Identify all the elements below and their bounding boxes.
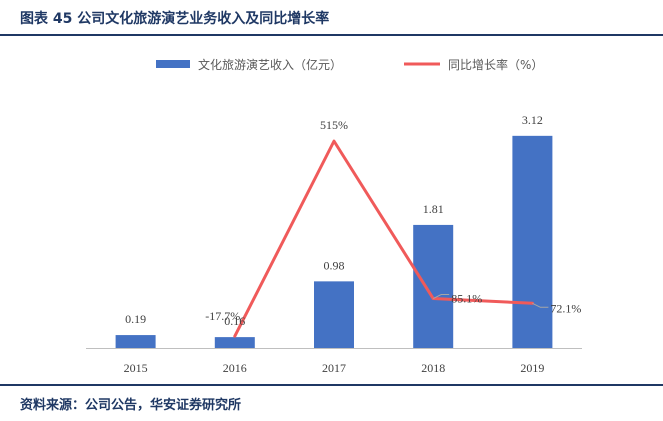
bar-series (115, 135, 553, 348)
bar-label-2015: 0.19 (125, 312, 146, 326)
chart-legend: 文化旅游演艺收入（亿元） 同比增长率（%） (156, 57, 543, 72)
x-tick-2019: 2019 (520, 361, 544, 375)
growth-line-series (233, 139, 534, 338)
bar-2019 (512, 135, 553, 348)
growth-line (233, 139, 534, 338)
source-note: 资料来源：公司公告，华安证券研究所 (20, 398, 242, 413)
x-tick-2015: 2015 (124, 361, 148, 375)
x-tick-labels: 2015 2016 2017 2018 2019 (124, 361, 545, 375)
bar-2018 (413, 224, 454, 348)
bar-2016 (214, 337, 255, 348)
x-tick-2018: 2018 (421, 361, 445, 375)
bar-2015 (115, 335, 156, 348)
leader-2019 (532, 302, 549, 308)
bar-label-2017: 0.98 (324, 258, 345, 272)
line-label-2018: 85.1% (451, 292, 482, 306)
leader-2018 (432, 294, 450, 299)
source-divider (0, 384, 663, 386)
x-tick-2017: 2017 (322, 361, 346, 375)
line-label-2016: -17.7% (205, 309, 240, 323)
figure-title: 图表 45 公司文化旅游演艺业务收入及同比增长率 (20, 11, 330, 27)
legend-bar-swatch (156, 60, 190, 68)
bar-label-2019: 3.12 (522, 113, 543, 127)
bar-label-2018: 1.81 (423, 202, 444, 216)
data-labels: 0.19 0.16 0.98 1.81 3.12 -17.7% 515% 85.1% 72.1% (125, 113, 581, 328)
legend-line-label: 同比增长率（%） (448, 57, 543, 72)
bar-label-2016: 0.16 (224, 314, 245, 328)
title-bar (0, 0, 663, 36)
legend-bar-label: 文化旅游演艺收入（亿元） (198, 57, 342, 72)
line-label-2017: 515% (320, 118, 348, 132)
line-label-2019: 72.1% (550, 301, 581, 315)
combo-chart: 文化旅游演艺收入（亿元） 同比增长率（%） 2015 2016 2017 2018 201… (86, 57, 582, 375)
x-tick-2016: 2016 (223, 361, 247, 375)
bar-2017 (314, 281, 354, 348)
